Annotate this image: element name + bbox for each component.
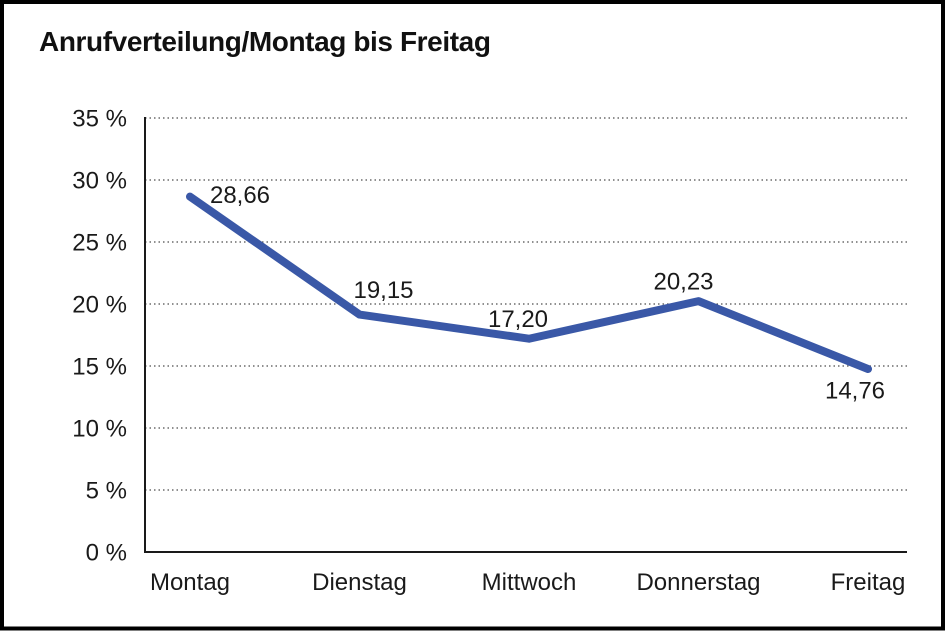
y-tick-label: 20 % bbox=[72, 292, 127, 319]
y-tick-label: 25 % bbox=[72, 230, 127, 257]
x-category-label: Mittwoch bbox=[482, 569, 577, 596]
y-tick-label: 30 % bbox=[72, 168, 127, 195]
x-category-label: Donnerstag bbox=[636, 569, 760, 596]
chart-title: Anrufverteilung/Montag bis Freitag bbox=[39, 26, 491, 57]
point-label: 14,76 bbox=[825, 377, 885, 404]
point-label: 20,23 bbox=[653, 269, 713, 296]
x-category-label: Montag bbox=[150, 569, 230, 596]
data-line bbox=[186, 192, 872, 373]
y-tick-label: 0 % bbox=[86, 540, 127, 567]
x-category-label: Dienstag bbox=[312, 569, 407, 596]
y-tick-label: 10 % bbox=[72, 416, 127, 443]
y-tick-label: 5 % bbox=[86, 478, 127, 505]
point-label: 17,20 bbox=[488, 306, 548, 333]
point-label: 19,15 bbox=[353, 277, 413, 304]
x-category-label: Freitag bbox=[831, 569, 906, 596]
y-tick-label: 35 % bbox=[72, 106, 127, 133]
y-tick-label: 15 % bbox=[72, 354, 127, 381]
point-label: 28,66 bbox=[210, 182, 270, 209]
